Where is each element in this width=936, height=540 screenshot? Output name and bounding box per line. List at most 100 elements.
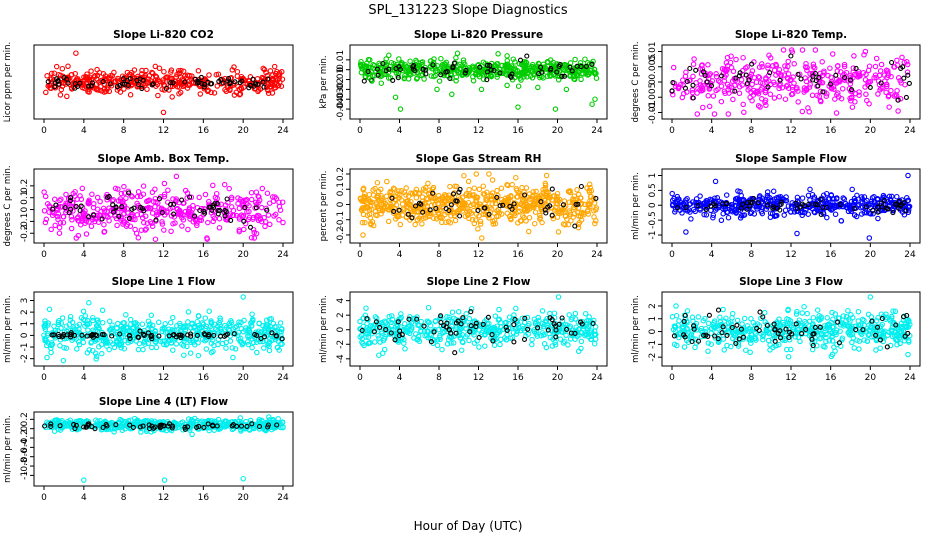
outlier-point [862, 48, 869, 55]
data-point [506, 314, 513, 320]
data-point [832, 96, 838, 102]
data-point [839, 337, 845, 343]
data-point [211, 321, 218, 327]
data-point [850, 69, 856, 75]
data-point [514, 187, 520, 194]
x-tick-label: 12 [473, 126, 484, 136]
data-point-dark [389, 195, 395, 201]
data-point [795, 88, 801, 94]
data-point [740, 101, 746, 108]
data-point [758, 204, 765, 211]
data-point [388, 323, 395, 330]
data-point [704, 73, 711, 79]
data-point [112, 78, 118, 84]
data-point [256, 320, 262, 327]
data-point [587, 67, 593, 73]
data-point [46, 306, 53, 313]
y-tick-label: -2 [20, 354, 30, 363]
data-point-dark [201, 84, 207, 90]
data-point [211, 90, 218, 96]
data-point [170, 347, 176, 353]
data-point [585, 201, 591, 207]
data-point [142, 213, 149, 219]
data-point [773, 61, 779, 68]
data-point [494, 74, 500, 80]
data-point [162, 321, 168, 327]
data-point [44, 73, 50, 79]
data-point [495, 317, 502, 323]
data-point [504, 182, 510, 188]
data-point [228, 318, 234, 324]
data-point-dark [224, 196, 230, 202]
outlier-point [434, 86, 440, 93]
data-point [168, 67, 175, 73]
data-point-dark [569, 68, 575, 74]
data-point [856, 89, 862, 95]
data-point [465, 67, 472, 74]
data-point [455, 309, 462, 315]
data-point [695, 314, 702, 320]
data-point-dark [428, 339, 434, 345]
data-point [524, 314, 531, 321]
data-point [557, 336, 564, 342]
data-point [185, 309, 192, 315]
data-point [833, 196, 840, 202]
outlier-point [392, 94, 399, 101]
data-point [381, 318, 388, 324]
data-point [723, 192, 730, 198]
data-point [378, 328, 385, 335]
data-point [703, 212, 710, 218]
data-point-dark [487, 62, 493, 68]
data-point [117, 342, 123, 348]
x-tick-label: 16 [825, 126, 837, 136]
data-point [268, 315, 275, 322]
data-point [79, 218, 85, 224]
data-point [189, 321, 195, 327]
data-point [823, 93, 830, 99]
data-point [460, 339, 466, 346]
data-point-dark [484, 62, 490, 68]
data-point [229, 67, 236, 73]
data-point [425, 180, 431, 187]
data-point [121, 183, 127, 190]
data-point [88, 68, 94, 74]
data-point [51, 70, 58, 76]
data-point [864, 338, 871, 345]
data-point [495, 51, 501, 57]
data-point [184, 85, 191, 91]
data-point [267, 68, 274, 74]
data-point [121, 345, 128, 352]
data-point-dark [547, 67, 554, 73]
data-point-dark [261, 84, 267, 90]
data-point-dark [711, 201, 717, 207]
data-point [435, 326, 442, 333]
data-point [373, 315, 380, 321]
data-point-dark [53, 202, 59, 208]
data-point [483, 329, 490, 335]
data-point-dark [220, 80, 226, 86]
data-point [82, 217, 88, 224]
data-point-dark [91, 212, 97, 218]
data-point-dark [412, 203, 419, 209]
data-point [754, 88, 760, 95]
data-point [827, 65, 833, 71]
data-point [141, 219, 147, 226]
data-point [91, 74, 98, 80]
data-point [234, 68, 241, 75]
data-point-dark [749, 61, 755, 67]
data-point [424, 318, 431, 324]
data-point [828, 86, 835, 92]
y-axis-label: ml/min per min. [631, 172, 641, 240]
data-point [149, 322, 156, 329]
data-point [807, 76, 813, 82]
data-point-dark [260, 79, 266, 85]
data-point [817, 208, 824, 215]
data-point [383, 56, 389, 62]
data-point [433, 216, 440, 222]
data-point [810, 64, 817, 70]
data-point [273, 323, 279, 330]
data-point [114, 337, 120, 344]
data-point [761, 197, 768, 203]
data-point-dark [163, 85, 169, 92]
data-point [849, 331, 856, 338]
